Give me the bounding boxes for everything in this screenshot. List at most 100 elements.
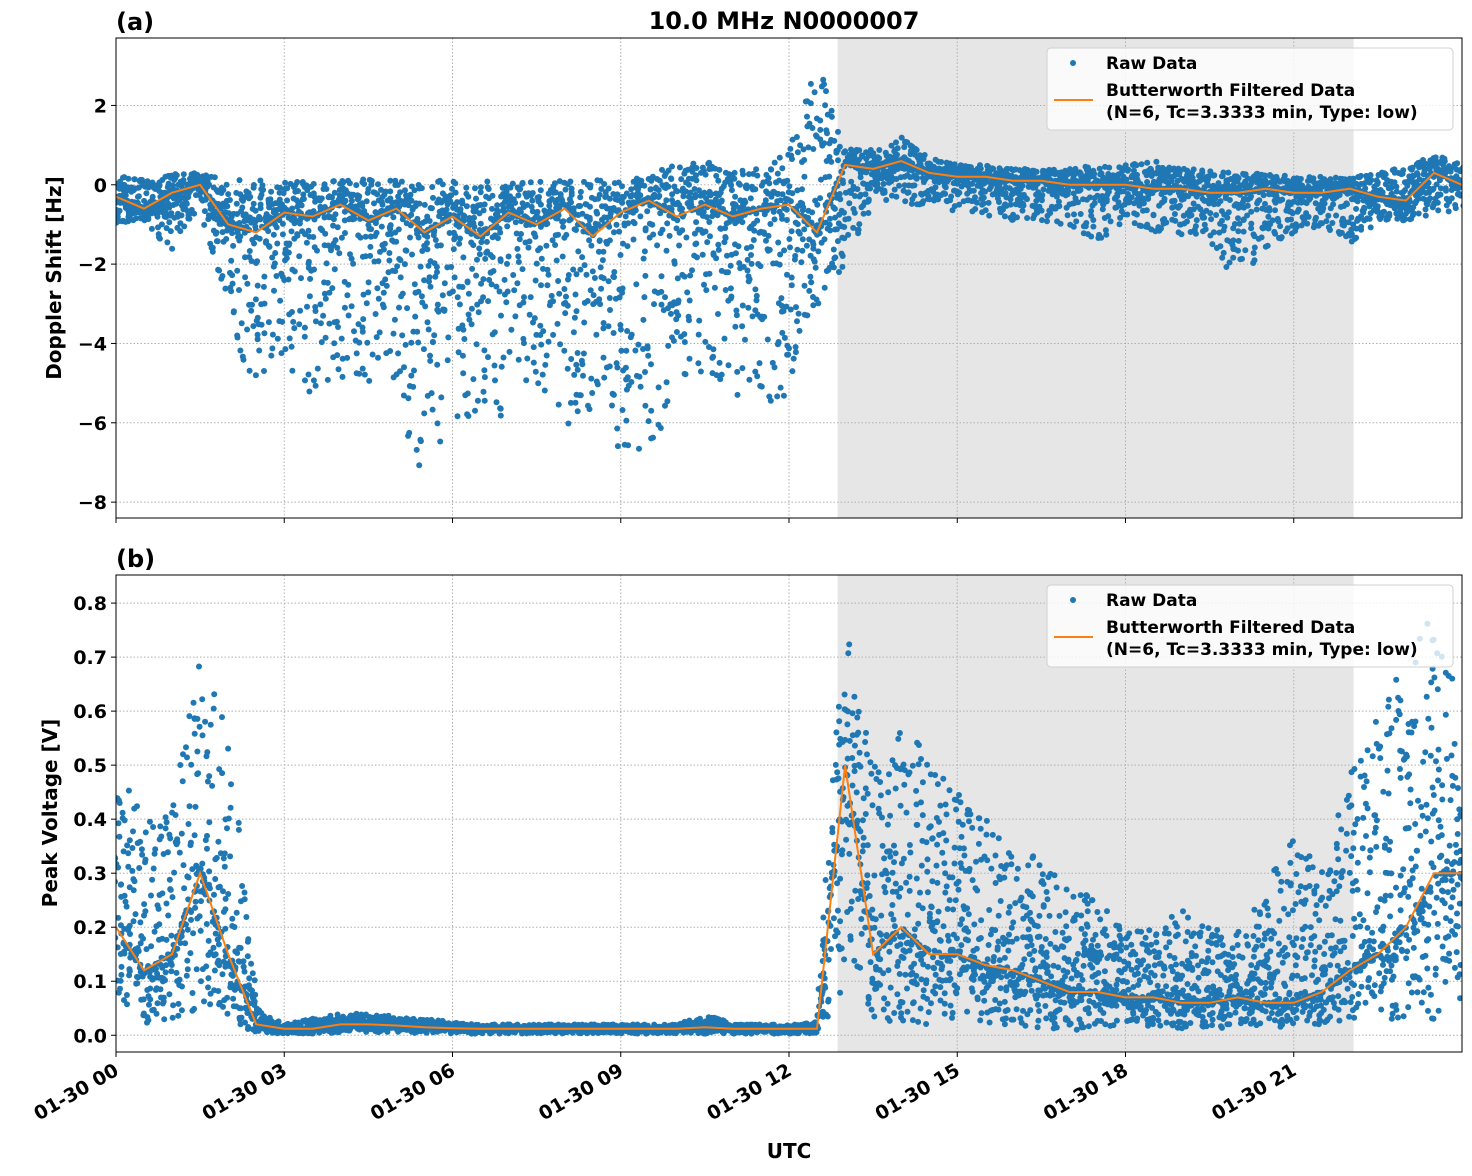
- raw-data-point: [766, 180, 772, 186]
- raw-data-point: [498, 406, 504, 412]
- raw-data-point: [659, 273, 665, 279]
- raw-data-point: [748, 195, 754, 201]
- raw-data-point: [840, 253, 846, 259]
- raw-data-point: [411, 368, 417, 374]
- raw-data-point: [651, 301, 657, 307]
- raw-data-point: [1368, 224, 1374, 230]
- raw-data-point: [648, 408, 654, 414]
- raw-data-point: [806, 288, 812, 294]
- raw-data-point: [422, 202, 428, 208]
- raw-data-point: [579, 358, 585, 364]
- raw-data-point: [668, 176, 674, 182]
- raw-data-point: [157, 236, 163, 242]
- raw-data-point: [482, 256, 488, 262]
- raw-data-point: [981, 195, 987, 201]
- raw-data-point: [294, 179, 300, 185]
- raw-data-point: [331, 340, 337, 346]
- raw-data-point: [1333, 213, 1339, 219]
- raw-data-point: [393, 239, 399, 245]
- raw-data-point: [611, 229, 617, 235]
- raw-data-point: [766, 175, 772, 181]
- raw-data-point: [663, 197, 669, 203]
- raw-data-point: [181, 223, 187, 229]
- raw-data-point: [977, 162, 983, 168]
- raw-data-point: [1433, 154, 1439, 160]
- raw-data-point: [732, 324, 738, 330]
- raw-data-point: [271, 232, 277, 238]
- raw-data-point: [155, 214, 161, 220]
- raw-data-point: [1353, 235, 1359, 241]
- raw-data-point: [1313, 215, 1319, 221]
- raw-data-point: [971, 188, 977, 194]
- raw-data-point: [881, 181, 887, 187]
- raw-data-point: [485, 298, 491, 304]
- raw-data-point: [230, 243, 236, 249]
- raw-data-point: [317, 198, 323, 204]
- raw-data-point: [515, 192, 521, 198]
- raw-data-point: [1104, 198, 1110, 204]
- raw-data-point: [306, 389, 312, 395]
- raw-data-point: [681, 331, 687, 337]
- raw-data-point: [261, 284, 267, 290]
- raw-data-point: [364, 198, 370, 204]
- raw-data-point: [804, 312, 810, 318]
- raw-data-point: [696, 332, 702, 338]
- raw-data-point: [664, 379, 670, 385]
- raw-data-point: [368, 226, 374, 232]
- raw-data-point: [789, 368, 795, 374]
- raw-data-point: [280, 221, 286, 227]
- raw-data-point: [687, 273, 693, 279]
- raw-data-point: [573, 292, 579, 298]
- raw-data-point: [672, 261, 678, 267]
- raw-data-point: [279, 319, 285, 325]
- raw-data-point: [397, 257, 403, 263]
- raw-data-point: [538, 202, 544, 208]
- raw-data-point: [546, 203, 552, 209]
- raw-data-point: [665, 184, 671, 190]
- raw-data-point: [757, 360, 763, 366]
- raw-data-point: [516, 259, 522, 265]
- raw-data-point: [150, 194, 156, 200]
- raw-data-point: [772, 216, 778, 222]
- raw-data-point: [1248, 221, 1254, 227]
- raw-data-point: [282, 346, 288, 352]
- raw-data-point: [307, 276, 313, 282]
- raw-data-point: [546, 339, 552, 345]
- raw-data-point: [1071, 211, 1077, 217]
- raw-data-point: [728, 285, 734, 291]
- raw-data-point: [342, 305, 348, 311]
- raw-data-point: [126, 788, 132, 794]
- raw-data-point: [471, 224, 477, 230]
- raw-data-point: [514, 280, 520, 286]
- raw-data-point: [473, 196, 479, 202]
- raw-data-point: [347, 180, 353, 186]
- raw-data-point: [297, 221, 303, 227]
- raw-data-point: [831, 247, 837, 253]
- raw-data-point: [453, 190, 459, 196]
- raw-data-point: [452, 274, 458, 280]
- raw-data-point: [1221, 250, 1227, 256]
- raw-data-point: [376, 296, 382, 302]
- raw-data-point: [1191, 166, 1197, 172]
- raw-data-point: [141, 901, 147, 907]
- raw-data-point: [632, 220, 638, 226]
- raw-data-point: [534, 261, 540, 267]
- raw-data-point: [375, 181, 381, 187]
- raw-data-point: [430, 195, 436, 201]
- raw-data-point: [568, 356, 574, 362]
- raw-data-point: [428, 284, 434, 290]
- raw-data-point: [520, 300, 526, 306]
- raw-data-point: [358, 235, 364, 241]
- raw-data-point: [549, 293, 555, 299]
- raw-data-point: [239, 320, 245, 326]
- raw-data-point: [274, 241, 280, 247]
- raw-data-point: [1252, 257, 1258, 263]
- y-tick-label: −8: [78, 492, 107, 514]
- raw-data-point: [530, 190, 536, 196]
- raw-data-point: [675, 313, 681, 319]
- raw-data-point: [1039, 197, 1045, 203]
- raw-data-point: [127, 931, 133, 937]
- raw-data-point: [118, 972, 124, 978]
- raw-data-point: [351, 328, 357, 334]
- raw-data-point: [430, 407, 436, 413]
